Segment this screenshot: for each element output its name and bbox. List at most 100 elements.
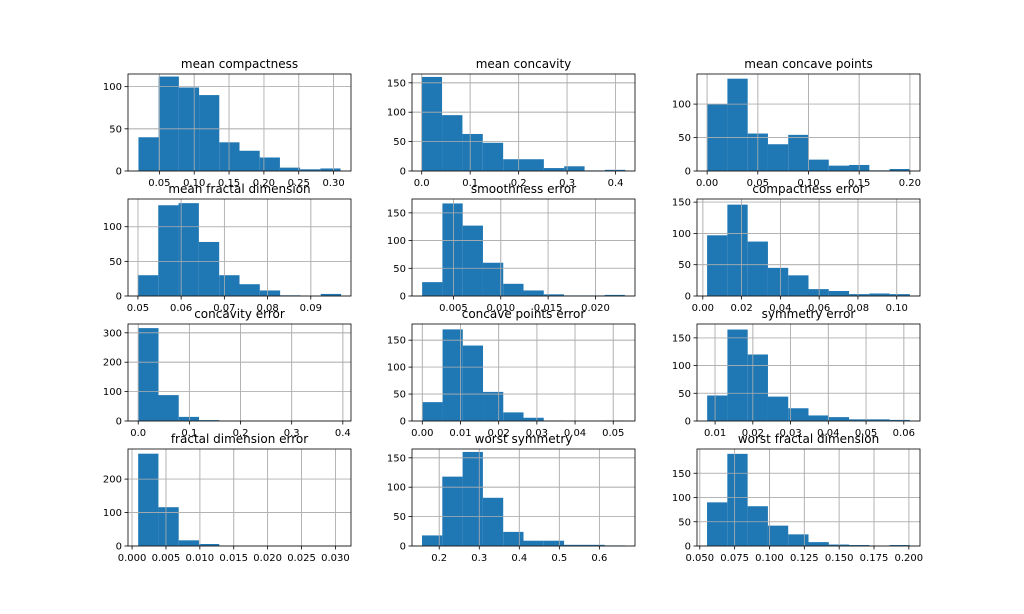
x-tick-label: 0.4	[608, 178, 624, 189]
x-tick-label: 0.3	[559, 178, 575, 189]
histogram-bar	[747, 241, 768, 296]
panel-title: fractal dimension error	[171, 432, 308, 446]
histogram-bar	[849, 545, 870, 546]
x-tick-label: 0.09	[300, 303, 322, 314]
histogram-bar	[158, 76, 179, 171]
panel-title: worst symmetry	[475, 432, 573, 446]
x-tick-label: 0.06	[893, 428, 915, 439]
y-tick-label: 0	[116, 167, 122, 178]
histogram-bar	[849, 419, 870, 421]
histogram-bar	[788, 275, 809, 296]
x-tick-label: 0.02	[488, 428, 510, 439]
histogram-bar	[462, 345, 484, 421]
histogram-bar	[422, 535, 443, 546]
x-tick-label: 0.05	[148, 178, 170, 189]
x-tick-label: 0.020	[253, 553, 282, 564]
panel-title: smoothness error	[471, 182, 576, 196]
y-tick-label: 150	[387, 208, 406, 219]
histogram-bar	[300, 169, 321, 171]
x-tick-label: 0.02	[730, 303, 752, 314]
histogram-bar	[869, 419, 890, 421]
y-tick-label: 200	[103, 475, 122, 486]
x-tick-label: 0.000	[118, 553, 147, 564]
histogram-bar	[422, 282, 443, 296]
histogram-bar	[808, 289, 829, 296]
x-tick-label: 0.04	[817, 428, 839, 439]
x-tick-label: 0.05	[127, 303, 149, 314]
histogram-bar	[320, 293, 342, 296]
histogram-bar	[462, 133, 483, 171]
x-tick-label: 0.06	[808, 303, 830, 314]
axis-frame	[127, 73, 352, 172]
axis-frame	[411, 323, 636, 422]
histogram-bar	[727, 204, 748, 296]
panel-title: symmetry error	[762, 307, 856, 321]
histogram-bar	[503, 412, 524, 421]
histogram-bar	[178, 87, 200, 171]
histogram-panel-mean-concave-points: 0.00 0.05 0.10 0.15 0.20 0 50 100 mean concave p…	[672, 57, 921, 189]
y-tick-label: 0	[685, 542, 691, 553]
histogram-bar	[158, 395, 179, 421]
x-tick-label: 0.1	[462, 178, 478, 189]
x-tick-label: 0.1	[181, 428, 197, 439]
histogram-bar	[707, 395, 728, 421]
y-tick-label: 100	[103, 508, 122, 519]
histogram-bar	[889, 419, 910, 421]
x-tick-label: 0.125	[790, 553, 819, 564]
histogram-bar	[422, 402, 443, 421]
y-tick-label: 100	[387, 108, 406, 119]
histogram-bar	[869, 293, 890, 296]
histogram-panel-concave-points-error: 0.00 0.01 0.02 0.03 0.04 0.05 0 50 100 150 concave…	[387, 307, 636, 439]
x-tick-label: 0.01	[704, 428, 726, 439]
histogram-bar	[239, 284, 260, 296]
histogram-bar	[889, 294, 910, 296]
y-tick-label: 50	[678, 389, 691, 400]
histogram-panel-mean-compactness: 0.05 0.10 0.15 0.20 0.25 0.30 0 50 100 mean compa…	[103, 57, 352, 189]
histogram-bar	[808, 542, 829, 546]
histogram-bar	[219, 275, 240, 296]
x-tick-label: 0.06	[170, 303, 192, 314]
histogram-bar	[462, 451, 483, 546]
x-tick-label: 0.010	[486, 303, 515, 314]
histogram-bar	[828, 290, 850, 296]
x-tick-label: 0.05	[602, 428, 624, 439]
x-tick-label: 0.4	[511, 553, 527, 564]
histogram-bar	[199, 95, 220, 171]
histogram-panel-mean-concavity: 0.0 0.1 0.2 0.3 0.4 0 50 100 150 mean concavity	[387, 57, 636, 189]
histogram-bar	[564, 544, 585, 546]
x-tick-label: 0.15	[218, 178, 240, 189]
histogram-bar	[767, 525, 789, 546]
histogram-bar	[543, 294, 565, 296]
histogram-bar	[259, 157, 280, 171]
y-tick-label: 50	[393, 137, 406, 148]
axis-frame	[696, 323, 921, 422]
histogram-bar	[564, 166, 585, 171]
x-tick-label: 0.2	[233, 428, 249, 439]
y-tick-label: 150	[387, 453, 406, 464]
x-tick-label: 0.075	[720, 553, 749, 564]
histogram-bar	[158, 205, 179, 296]
panel-title: concavity error	[194, 307, 285, 321]
axis-frame	[411, 448, 636, 547]
histogram-bar	[808, 415, 829, 421]
y-tick-label: 0	[685, 292, 691, 303]
x-tick-label: 0.08	[847, 303, 869, 314]
histogram-bar	[138, 328, 159, 421]
histogram-bar	[178, 540, 199, 546]
y-tick-label: 50	[109, 124, 122, 135]
histogram-bar	[259, 290, 281, 296]
histogram-panel-concavity-error: 0.0 0.1 0.2 0.3 0.4 0 100 200 300 concavity error	[103, 307, 352, 439]
y-tick-label: 0	[116, 292, 122, 303]
histogram-bar	[828, 417, 850, 421]
panel-title: mean fractal dimension	[168, 182, 310, 196]
histogram-panel-compactness-error: 0.00 0.02 0.04 0.06 0.08 0.10 0 50 100 150 compact…	[672, 182, 921, 314]
histogram-panel-mean-fractal-dimension: 0.05 0.06 0.07 0.08 0.09 0 50 100 mean fractal d…	[103, 182, 352, 314]
y-tick-label: 100	[103, 222, 122, 233]
x-tick-label: 0.00	[411, 428, 433, 439]
histogram-bar	[707, 502, 728, 546]
x-tick-label: 0.3	[284, 428, 300, 439]
histogram-bar	[604, 294, 625, 296]
y-tick-label: 100	[103, 387, 122, 398]
panel-title: worst fractal dimension	[738, 432, 879, 446]
histogram-bar	[482, 142, 504, 171]
